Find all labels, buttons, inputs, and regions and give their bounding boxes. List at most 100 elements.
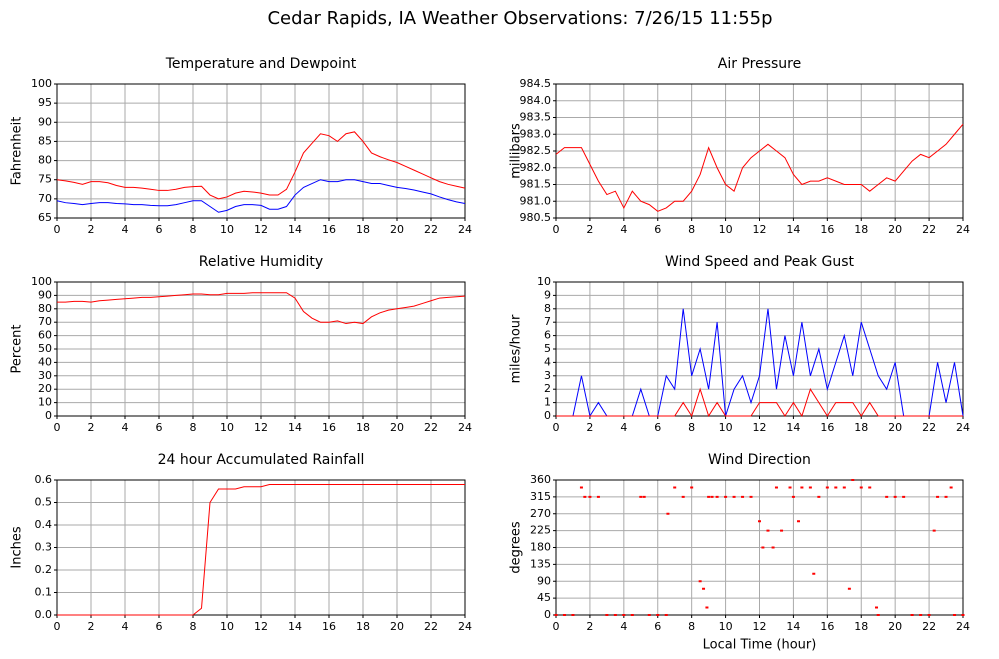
y-tick-label: 65 [38, 211, 52, 224]
chart-title: Wind Direction [708, 452, 811, 468]
y-axis-label: millibars [509, 123, 524, 179]
data-point [613, 614, 617, 616]
y-tick-label: 90 [38, 288, 52, 301]
x-tick-label: 22 [922, 421, 936, 434]
y-tick-label: 8 [544, 302, 551, 315]
y-tick-label: 982.5 [520, 144, 552, 157]
data-point [596, 495, 600, 498]
x-tick-label: 22 [922, 620, 936, 633]
chart-title: Wind Speed and Peak Gust [665, 254, 854, 270]
data-point [724, 495, 728, 498]
y-tick-label: 0 [45, 409, 52, 422]
data-point [875, 606, 879, 609]
y-tick-label: 60 [38, 329, 52, 342]
data-point [936, 495, 940, 498]
x-axis-label: Local Time (hour) [703, 638, 817, 653]
y-tick-label: 981.0 [520, 194, 552, 207]
x-tick-label: 18 [854, 223, 868, 236]
x-tick-label: 14 [786, 620, 800, 633]
x-tick-label: 22 [424, 620, 438, 633]
y-tick-label: 100 [31, 275, 52, 288]
y-axis-label: miles/hour [509, 314, 524, 383]
y-tick-label: 0.3 [35, 541, 53, 554]
plot-frame [555, 281, 964, 417]
x-tick-label: 20 [390, 620, 404, 633]
y-tick-label: 225 [530, 524, 551, 537]
data-line [555, 123, 964, 212]
y-tick-label: 90 [38, 115, 52, 128]
y-tick-label: 0.0 [35, 608, 53, 621]
x-tick-label: 10 [719, 421, 733, 434]
chart-title: 24 hour Accumulated Rainfall [158, 452, 365, 468]
plot-frame [56, 479, 466, 616]
x-tick-label: 2 [586, 223, 593, 236]
x-tick-label: 10 [220, 620, 234, 633]
x-tick-label: 8 [688, 421, 695, 434]
x-tick-label: 14 [288, 620, 302, 633]
y-tick-label: 360 [530, 473, 551, 486]
x-tick-label: 16 [820, 223, 834, 236]
x-tick-label: 18 [854, 620, 868, 633]
data-point [666, 512, 670, 515]
y-tick-label: 9 [544, 288, 551, 301]
data-point [847, 587, 851, 590]
data-point [656, 614, 660, 616]
y-tick-label: 4 [544, 355, 551, 368]
x-tick-label: 0 [553, 421, 560, 434]
data-point [562, 614, 566, 616]
y-tick-label: 0.1 [35, 586, 53, 599]
y-tick-label: 30 [38, 369, 52, 382]
x-tick-label: 14 [786, 421, 800, 434]
x-tick-label: 2 [586, 620, 593, 633]
y-axis-label: Fahrenheit [10, 117, 25, 186]
x-tick-label: 24 [956, 421, 970, 434]
data-point [949, 486, 953, 489]
y-tick-label: 0.2 [35, 563, 53, 576]
data-point [554, 614, 558, 616]
x-tick-label: 14 [786, 223, 800, 236]
y-tick-label: 983.5 [520, 111, 552, 124]
y-tick-label: 70 [38, 192, 52, 205]
data-line [556, 387, 963, 418]
y-tick-label: 980.5 [520, 211, 552, 224]
y-tick-label: 75 [38, 173, 52, 186]
y-tick-label: 0.4 [35, 518, 53, 531]
data-line [57, 484, 465, 616]
x-tick-label: 24 [956, 620, 970, 633]
y-tick-label: 135 [530, 557, 551, 570]
x-tick-label: 16 [322, 421, 336, 434]
data-point [851, 479, 855, 481]
x-tick-label: 18 [356, 421, 370, 434]
data-point [639, 495, 643, 498]
data-point [812, 572, 816, 575]
y-tick-label: 70 [38, 315, 52, 328]
figure-title: Cedar Rapids, IA Weather Observations: 7… [267, 8, 772, 29]
y-axis-label: Inches [10, 526, 25, 568]
x-tick-label: 20 [390, 421, 404, 434]
data-point [647, 614, 651, 616]
x-tick-label: 8 [190, 223, 197, 236]
data-point [761, 546, 765, 549]
data-point [732, 495, 736, 498]
x-tick-label: 12 [254, 421, 268, 434]
data-point [664, 614, 668, 616]
x-tick-label: 22 [424, 421, 438, 434]
data-point [842, 486, 846, 489]
x-tick-label: 10 [220, 223, 234, 236]
x-tick-label: 18 [356, 620, 370, 633]
x-tick-label: 8 [190, 620, 197, 633]
data-point [791, 495, 795, 498]
x-tick-label: 10 [220, 421, 234, 434]
x-tick-label: 18 [854, 421, 868, 434]
x-tick-label: 2 [88, 620, 95, 633]
y-tick-label: 982.0 [520, 161, 552, 174]
y-tick-label: 180 [530, 541, 551, 554]
data-line [57, 292, 466, 325]
x-tick-label: 0 [54, 421, 61, 434]
x-tick-label: 4 [122, 620, 129, 633]
data-point [707, 495, 711, 498]
x-tick-label: 16 [820, 421, 834, 434]
x-tick-label: 0 [54, 620, 61, 633]
data-point [953, 614, 957, 616]
